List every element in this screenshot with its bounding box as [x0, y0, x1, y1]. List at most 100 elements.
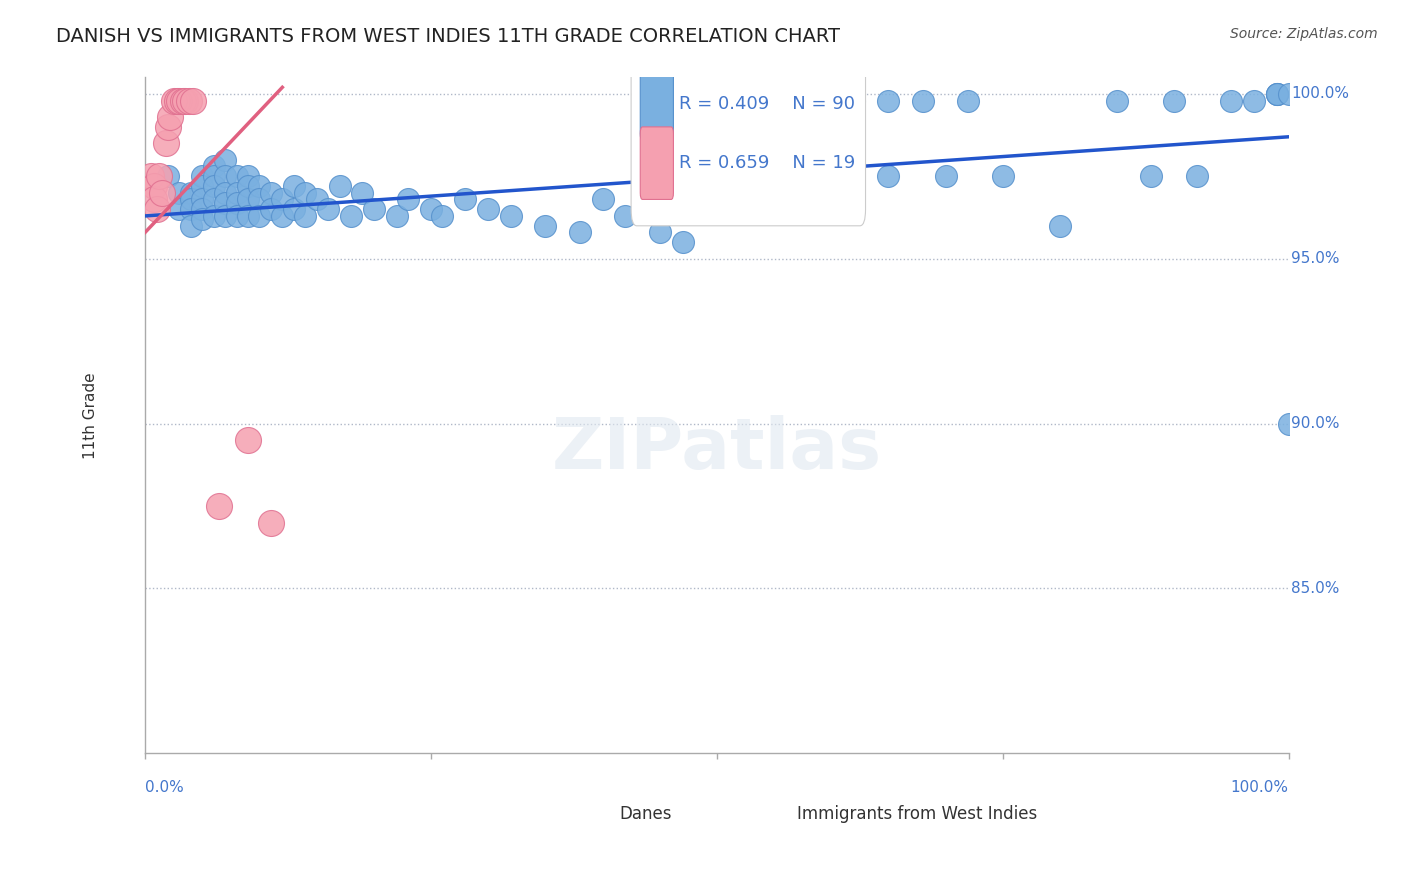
Point [236, 433, 259, 447]
Point [1163, 94, 1185, 108]
Point [180, 186, 202, 200]
Point [163, 94, 186, 108]
Point [143, 179, 166, 194]
Point [1265, 87, 1288, 101]
Point [820, 179, 842, 194]
Point [249, 193, 271, 207]
Point [454, 193, 477, 207]
Point [328, 179, 350, 194]
Point [991, 169, 1014, 184]
Point [283, 179, 305, 194]
Point [283, 202, 305, 217]
Point [1107, 94, 1129, 108]
Point [159, 110, 181, 124]
Point [225, 186, 247, 200]
Point [191, 193, 214, 207]
Point [499, 209, 522, 223]
Point [477, 202, 499, 217]
Text: 11th Grade: 11th Grade [83, 372, 97, 458]
Point [683, 87, 706, 101]
Point [935, 169, 957, 184]
Point [271, 193, 294, 207]
Point [214, 209, 236, 223]
Text: 100.0%: 100.0% [1291, 87, 1348, 102]
Point [592, 193, 614, 207]
Point [148, 169, 170, 184]
Point [145, 202, 167, 217]
Point [191, 169, 214, 184]
Point [202, 193, 225, 207]
Point [1278, 87, 1301, 101]
Text: R = 0.659    N = 19: R = 0.659 N = 19 [679, 154, 855, 172]
Point [208, 499, 231, 513]
Text: 90.0%: 90.0% [1291, 417, 1340, 431]
Point [214, 169, 236, 184]
Point [143, 193, 166, 207]
Point [1265, 87, 1288, 101]
Point [260, 516, 283, 530]
Point [169, 202, 191, 217]
Point [202, 209, 225, 223]
Point [396, 193, 419, 207]
FancyBboxPatch shape [640, 127, 673, 200]
Point [202, 169, 225, 184]
Point [169, 94, 191, 108]
Point [728, 87, 751, 101]
Point [225, 169, 247, 184]
Point [957, 94, 980, 108]
Point [155, 136, 177, 151]
Text: Immigrants from West Indies: Immigrants from West Indies [797, 805, 1038, 822]
Point [172, 94, 194, 108]
Text: 95.0%: 95.0% [1291, 252, 1340, 267]
Point [763, 87, 786, 101]
Point [191, 202, 214, 217]
Text: DANISH VS IMMIGRANTS FROM WEST INDIES 11TH GRADE CORRELATION CHART: DANISH VS IMMIGRANTS FROM WEST INDIES 11… [56, 27, 841, 45]
Point [260, 186, 283, 200]
Point [1049, 219, 1071, 233]
Point [340, 209, 363, 223]
Text: 100.0%: 100.0% [1230, 780, 1289, 795]
Point [763, 94, 786, 108]
Point [352, 186, 374, 200]
Point [294, 186, 316, 200]
FancyBboxPatch shape [631, 35, 866, 226]
Point [191, 179, 214, 194]
Point [316, 202, 339, 217]
Point [166, 94, 188, 108]
Point [1265, 87, 1288, 101]
Point [180, 219, 202, 233]
Point [648, 226, 671, 240]
Point [236, 169, 259, 184]
Point [139, 169, 162, 184]
Point [568, 226, 591, 240]
Text: Danes: Danes [620, 805, 672, 822]
Point [420, 202, 443, 217]
Point [1185, 169, 1208, 184]
Point [294, 209, 316, 223]
Point [1220, 94, 1243, 108]
Point [236, 193, 259, 207]
Point [1278, 417, 1301, 431]
Point [180, 193, 202, 207]
Point [534, 219, 557, 233]
Point [177, 94, 200, 108]
Point [706, 87, 728, 101]
Point [877, 169, 900, 184]
Point [214, 195, 236, 210]
Point [236, 179, 259, 194]
Point [214, 153, 236, 167]
FancyBboxPatch shape [640, 68, 673, 140]
Point [181, 94, 204, 108]
Point [614, 209, 637, 223]
Point [191, 212, 214, 227]
Point [695, 87, 717, 101]
Point [671, 235, 693, 250]
Point [225, 209, 247, 223]
Point [363, 202, 385, 217]
Point [305, 193, 328, 207]
Point [180, 202, 202, 217]
Point [706, 87, 728, 101]
Text: R = 0.409    N = 90: R = 0.409 N = 90 [679, 95, 855, 112]
Point [169, 186, 191, 200]
Text: 0.0%: 0.0% [145, 780, 184, 795]
